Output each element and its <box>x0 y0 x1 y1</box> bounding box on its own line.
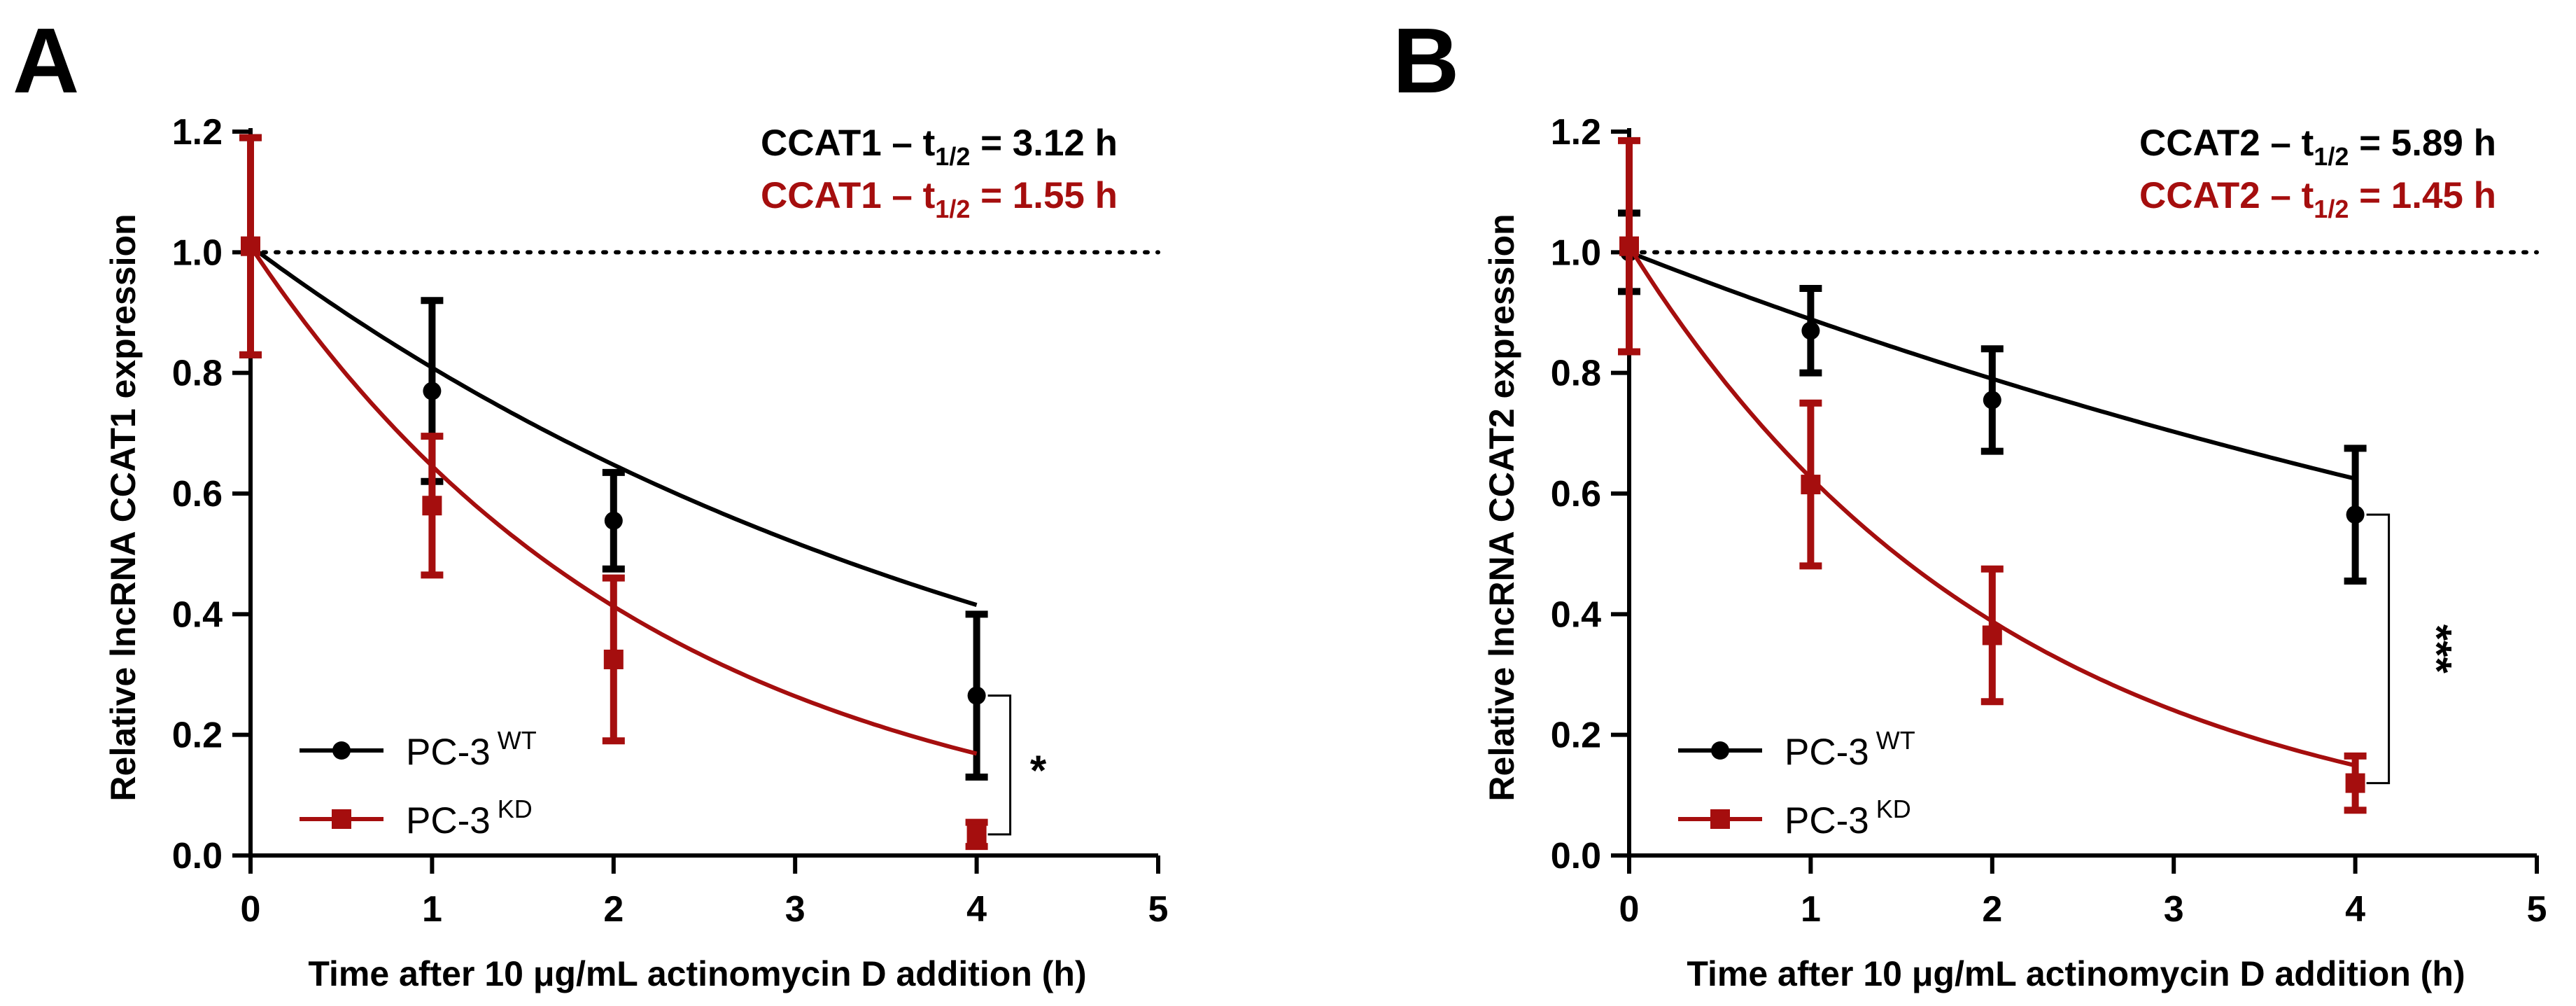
legend-superscript: KD <box>498 795 533 823</box>
annotation-subscript: 1/2 <box>935 195 970 223</box>
significance-bracket: * <box>987 694 1047 836</box>
legend-superscript: WT <box>498 726 537 755</box>
y-tick-label: 0.2 <box>172 715 223 756</box>
series-wt <box>1618 209 2367 585</box>
data-point <box>967 686 986 705</box>
fit-curve <box>249 244 978 607</box>
significance-label: * <box>1030 747 1047 794</box>
x-tick-label: 2 <box>603 889 624 930</box>
data-point <box>241 236 260 256</box>
data-point <box>603 649 624 669</box>
x-tick-label: 5 <box>1148 889 1169 930</box>
annotation-suffix: = 1.45 h <box>2349 175 2496 216</box>
data-point <box>1983 391 2001 410</box>
data-point <box>1801 475 1821 495</box>
data-point <box>2345 773 2365 793</box>
data-point <box>1982 625 2002 645</box>
data-point <box>422 496 442 516</box>
legend-label: PC-3 KD <box>406 795 533 841</box>
legend-marker <box>1710 809 1730 829</box>
legend-superscript: WT <box>1876 726 1915 755</box>
data-point <box>1619 236 1639 256</box>
annotation-subscript: 1/2 <box>935 142 970 171</box>
x-tick-label: 1 <box>1801 889 1821 930</box>
series-kd <box>239 134 988 851</box>
y-tick-label: 1.0 <box>172 232 223 273</box>
x-tick-label: 0 <box>1619 889 1640 930</box>
bracket-line <box>2366 513 2391 785</box>
data-point <box>423 382 442 400</box>
annotation-subscript: 1/2 <box>2314 142 2349 171</box>
half-life-annotation: CCAT2 – t1/2 = 5.89 h <box>2139 123 2496 171</box>
panel-letter: A <box>13 9 79 112</box>
legend-marker <box>332 809 351 829</box>
data-point <box>604 511 623 530</box>
x-axis-title: Time after 10 μg/mL actinomycin D additi… <box>1687 954 2465 993</box>
y-axis-title: Relative lncRNA CCAT2 expression <box>1482 214 1521 801</box>
half-life-annotation: CCAT1 – t1/2 = 1.55 h <box>761 175 1118 223</box>
legend-label: PC-3 KD <box>1785 795 1911 841</box>
legend-item-wt: PC-3 WT <box>1678 726 1915 773</box>
legend-base: PC-3 <box>406 732 491 773</box>
annotation-prefix: CCAT2 – t <box>2139 175 2314 216</box>
y-tick-label: 0.4 <box>1551 594 1601 635</box>
data-point <box>1801 321 1820 340</box>
half-life-annotation: CCAT2 – t1/2 = 1.45 h <box>2139 175 2496 223</box>
x-tick-label: 3 <box>2164 889 2184 930</box>
y-tick-label: 1.2 <box>172 112 223 153</box>
x-tick-label: 3 <box>785 889 805 930</box>
legend-item-kd: PC-3 KD <box>1678 795 1911 841</box>
y-tick-label: 1.0 <box>1551 232 1601 273</box>
y-tick-label: 1.2 <box>1551 112 1601 153</box>
chart-panel-a: A 0.0 0.2 0.4 0.6 0.8 1.0 1.2 0 1 2 3 4 5 Time after 1… <box>13 9 1168 993</box>
annotation-suffix: = 1.55 h <box>970 175 1118 216</box>
legend-base: PC-3 <box>1785 732 1869 773</box>
x-tick-label: 4 <box>2345 889 2365 930</box>
legend-base: PC-3 <box>406 800 491 841</box>
significance-label: *** <box>2414 624 2461 674</box>
annotation-suffix: = 3.12 h <box>970 123 1118 164</box>
legend-base: PC-3 <box>1785 800 1869 841</box>
panel-letter: B <box>1393 9 1459 112</box>
y-tick-label: 0.2 <box>1551 715 1601 756</box>
data-point <box>2346 505 2365 524</box>
legend-marker <box>332 741 351 760</box>
x-tick-label: 5 <box>2527 889 2547 930</box>
y-tick-label: 0.0 <box>1551 836 1601 876</box>
legend-label: PC-3 WT <box>1785 726 1915 773</box>
series-kd <box>1618 137 2367 814</box>
legend-item-wt: PC-3 WT <box>300 726 537 773</box>
y-tick-label: 0.8 <box>172 354 223 394</box>
y-tick-label: 0.6 <box>172 474 223 515</box>
significance-bracket: *** <box>2366 513 2461 785</box>
legend-item-kd: PC-3 KD <box>300 795 533 841</box>
legend-superscript: KD <box>1876 795 1911 823</box>
data-point <box>966 824 987 844</box>
x-tick-label: 4 <box>966 889 987 930</box>
annotation-suffix: = 5.89 h <box>2349 123 2496 164</box>
annotation-subscript: 1/2 <box>2314 195 2349 223</box>
annotation-prefix: CCAT1 – t <box>761 175 935 216</box>
chart-panel-b: B 0.0 0.2 0.4 0.6 0.8 1.0 1.2 0 1 2 3 4 5 Time after 1… <box>1393 9 2547 993</box>
y-axis-title: Relative lncRNA CCAT1 expression <box>104 214 143 801</box>
bracket-line <box>987 694 1012 836</box>
legend-label: PC-3 WT <box>406 726 537 773</box>
y-tick-label: 0.6 <box>1551 474 1601 515</box>
x-axis-title: Time after 10 μg/mL actinomycin D additi… <box>308 954 1086 993</box>
half-life-annotation: CCAT1 – t1/2 = 3.12 h <box>761 123 1118 171</box>
annotation-prefix: CCAT2 – t <box>2139 123 2314 164</box>
y-tick-label: 0.8 <box>1551 354 1601 394</box>
y-tick-label: 0.4 <box>172 594 223 635</box>
x-tick-label: 0 <box>241 889 261 930</box>
x-tick-label: 2 <box>1982 889 2002 930</box>
legend-marker <box>1711 741 1729 760</box>
y-tick-label: 0.0 <box>172 836 223 876</box>
x-tick-label: 1 <box>422 889 442 930</box>
annotation-prefix: CCAT1 – t <box>761 123 935 164</box>
